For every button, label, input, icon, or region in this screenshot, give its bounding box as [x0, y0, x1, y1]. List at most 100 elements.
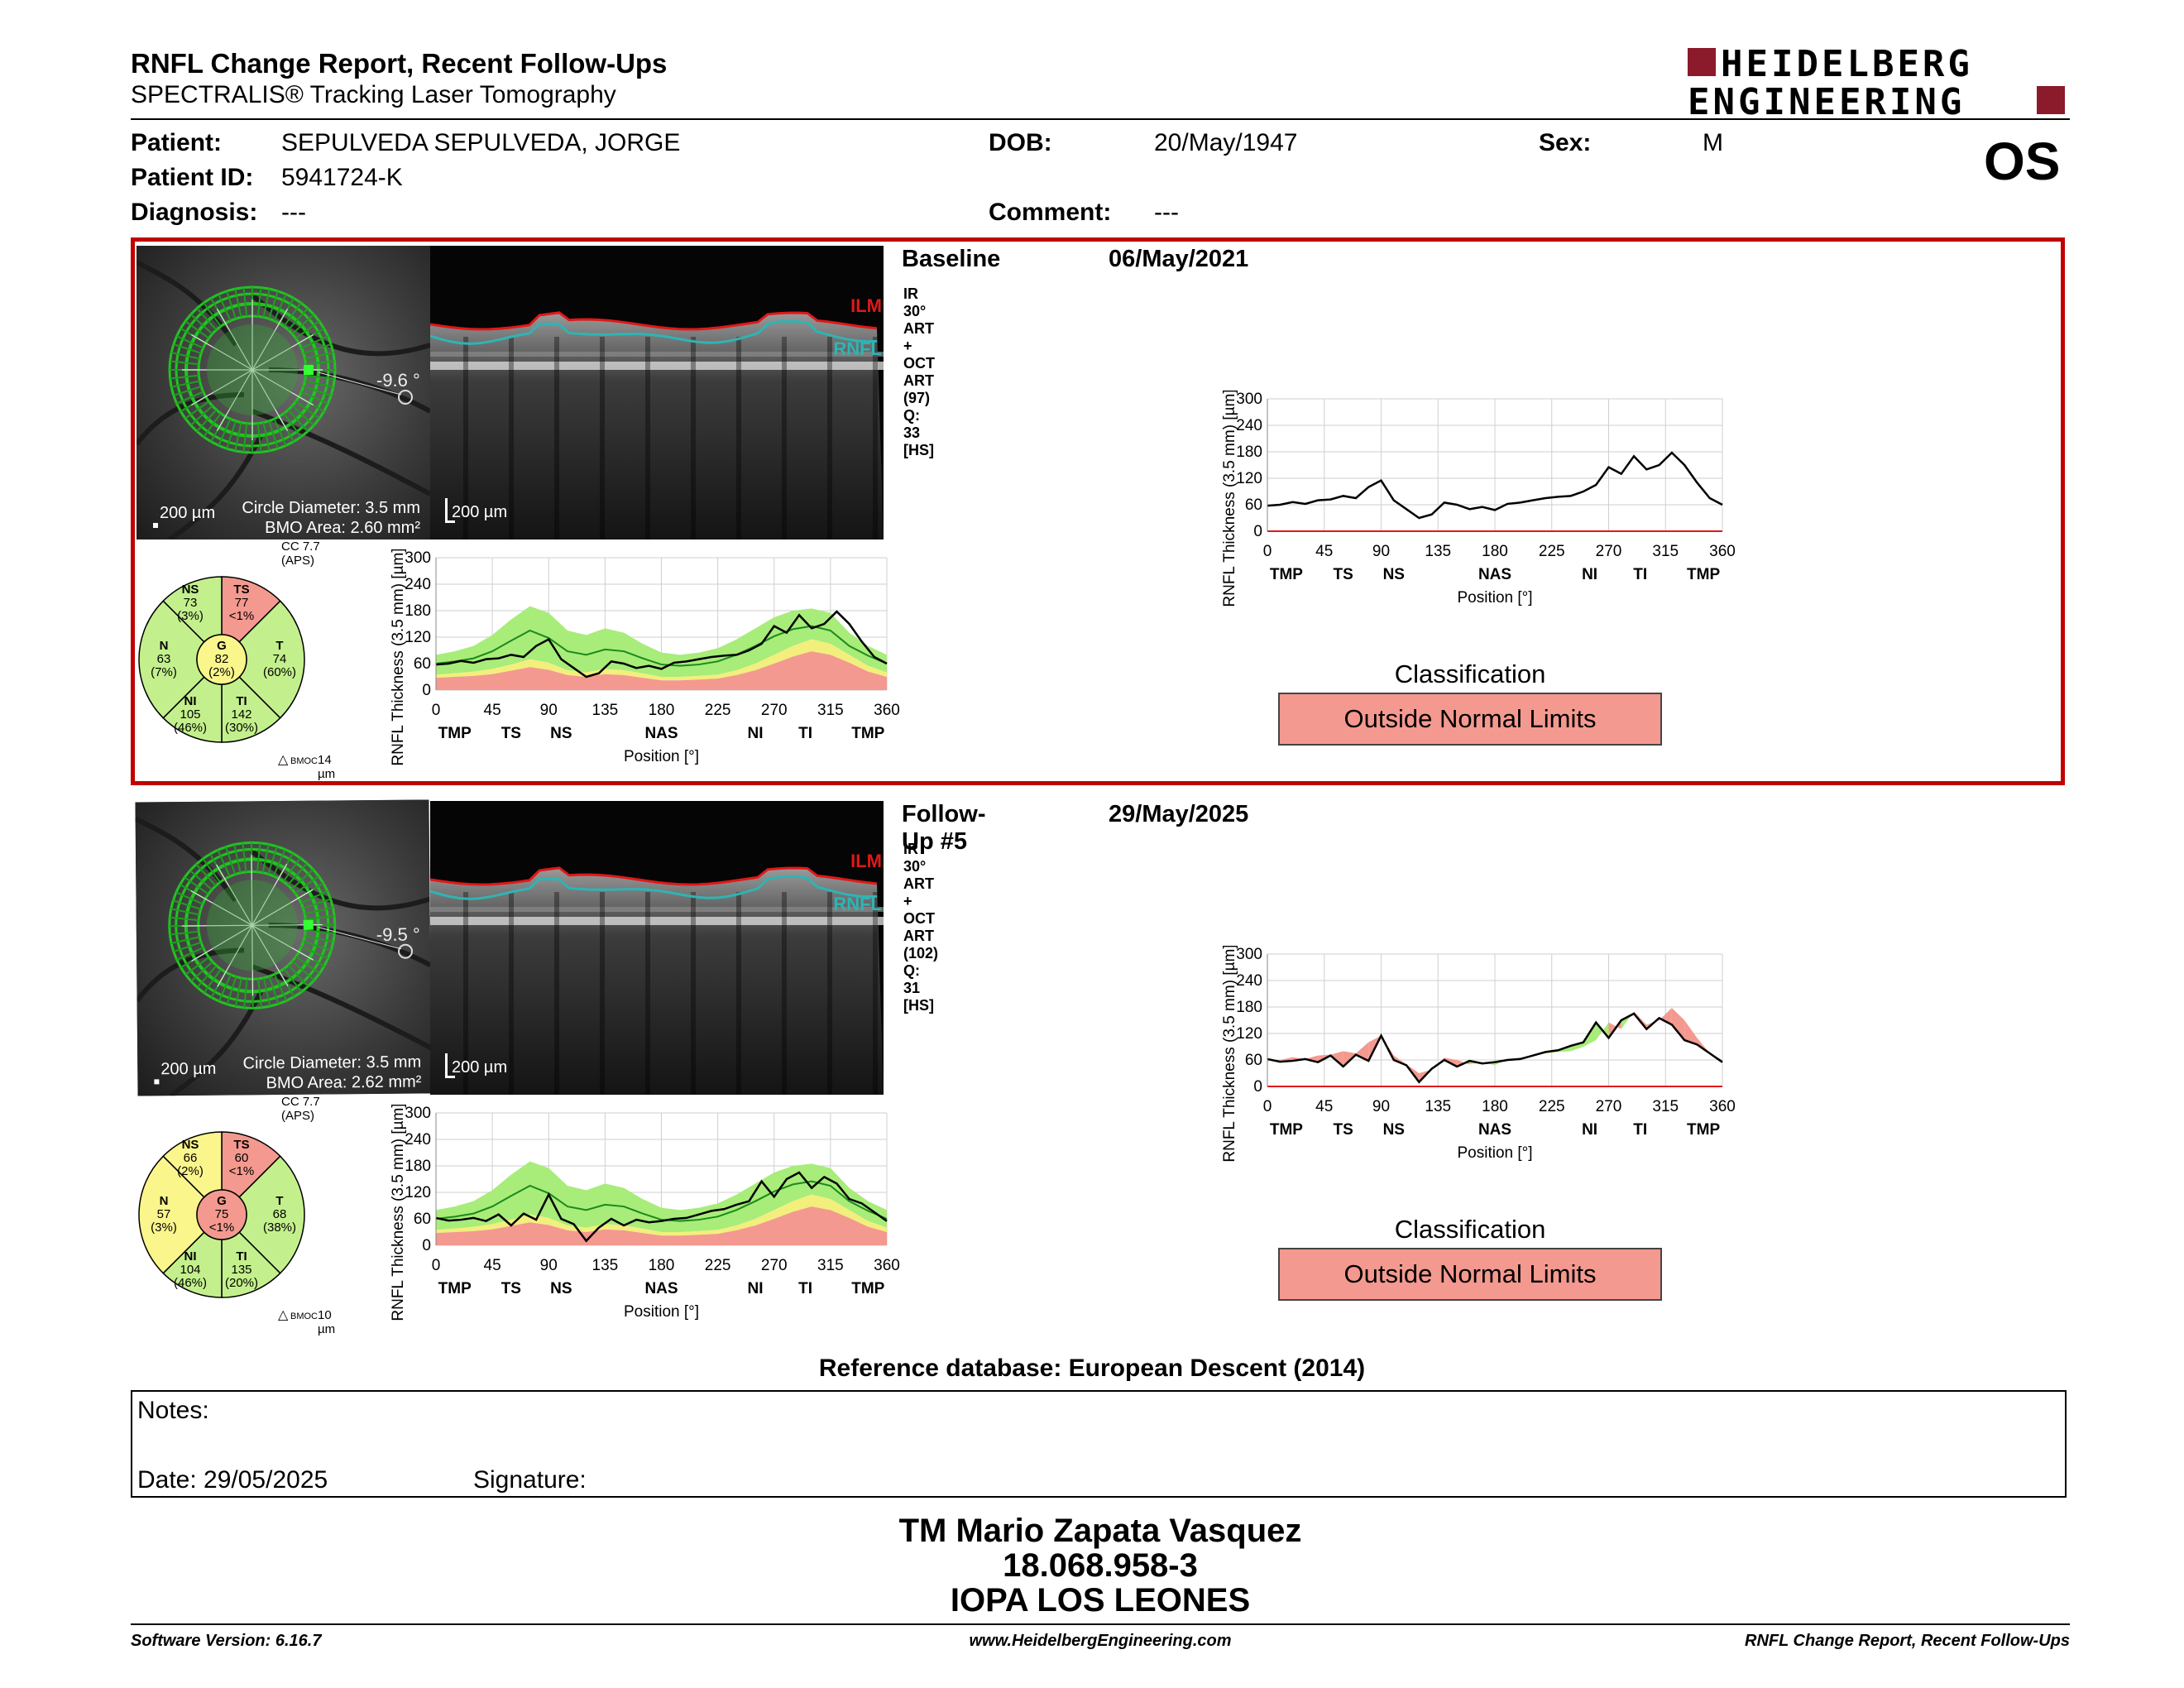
- exam-date: 29/May/2025: [1109, 801, 1249, 827]
- sector-pct-n: (7%): [151, 665, 177, 679]
- sector-value-ts: 60: [235, 1151, 249, 1165]
- region-label: TMP: [438, 725, 472, 742]
- radial-scan-line: [173, 386, 202, 396]
- x-tick-label: 315: [1652, 1098, 1679, 1115]
- radial-scan-line: [176, 947, 204, 961]
- x-tick-label: 270: [761, 702, 788, 719]
- radial-scan-line: [303, 343, 332, 354]
- x-tick-label: 180: [1482, 1098, 1508, 1115]
- radial-scan-line: [257, 978, 263, 1008]
- y-tick-label: 0: [1253, 1078, 1262, 1096]
- cc-label: CC 7.7 (APS): [281, 539, 320, 568]
- sector-line: [251, 369, 289, 431]
- radial-scan-line: [170, 380, 200, 388]
- onh-area: [207, 324, 298, 415]
- radial-scan-line: [176, 335, 204, 349]
- rnfl-label: RNFL: [833, 894, 882, 914]
- vessel-shadow: [600, 337, 605, 539]
- region-label: TMP: [1270, 566, 1303, 583]
- y-tick-label: 0: [422, 682, 431, 699]
- x-tick-label: 90: [540, 702, 558, 719]
- fovea-angle: -9.6 °: [376, 370, 420, 391]
- radial-scan-line: [184, 400, 210, 420]
- x-tick-label: 315: [817, 1257, 844, 1274]
- x-axis-title: Position [°]: [624, 1303, 699, 1321]
- sector-value-g: 75: [215, 1207, 229, 1221]
- radial-scan-line: [283, 302, 302, 328]
- radial-scan-line: [170, 916, 199, 922]
- sector-pct-ts: <1%: [229, 1164, 254, 1178]
- sector-value-ts: 77: [235, 596, 249, 610]
- radial-scan-line: [234, 422, 242, 452]
- sector-value-ti: 135: [231, 1263, 251, 1277]
- x-tick-label: 0: [432, 702, 441, 719]
- radial-scan-line: [170, 360, 199, 366]
- heidelberg-logo: HEIDELBERG ENGINEERING: [1688, 43, 2068, 123]
- fundus-image: -9.6 ° 200 µm Circle Diameter: 3.5 mm BMO A…: [136, 246, 430, 539]
- tsnit-normative-chart-container: 0 60 120 180 240 300 0 45 90 135 180 225 270 315 360 TM…: [386, 548, 936, 773]
- radial-scan-line: [226, 976, 237, 1005]
- retinal-vessel: [251, 964, 432, 1051]
- region-label: TMP: [1687, 1121, 1720, 1139]
- sector-line: [251, 925, 254, 996]
- tsnit-normative-chart: 0 60 120 180 240 300 0 45 90 135 180 225 270 315 360 TM…: [390, 1103, 900, 1321]
- x-tick-label: 90: [1372, 1098, 1390, 1115]
- sector-line: [216, 369, 253, 431]
- website-link[interactable]: www.HeidelbergEngineering.com: [969, 1632, 1232, 1650]
- vessel-shadow: [554, 892, 559, 1095]
- y-tick-label: 300: [1236, 391, 1262, 408]
- vessel-shadow: [873, 337, 878, 539]
- sector-pct-g: (2%): [208, 665, 235, 679]
- radial-scan-line: [234, 977, 242, 1007]
- rpe-layer: [430, 917, 884, 925]
- sector-wheel-container: NS 73 (3%) TS 77 <1% N 63 (7%) G 82 (2%) T 74 (60%) NI 1…: [131, 539, 350, 781]
- radial-scan-line: [234, 288, 242, 318]
- x-tick-label: 360: [1709, 543, 1736, 560]
- tsnit-change-chart: 0 60 120 180 240 300 0 45 90 135 180 225 270 315 360 TM…: [1221, 944, 1736, 1162]
- rpe-layer: [430, 362, 884, 370]
- thickness-line: [435, 610, 888, 679]
- sector-name-ns: NS: [182, 1138, 199, 1152]
- ilm-boundary-line: [430, 866, 878, 886]
- x-tick-label: 225: [705, 1257, 731, 1274]
- sector-line: [191, 369, 253, 406]
- ellipsoid-layer: [430, 352, 884, 357]
- patient-label: Patient:: [131, 129, 223, 156]
- radial-scan-line: [305, 929, 335, 934]
- x-tick-label: 180: [649, 702, 675, 719]
- vessel-shadow: [645, 337, 650, 539]
- fundus-svg: [136, 246, 430, 539]
- vessel-shadow: [509, 892, 514, 1095]
- radial-scan-line: [170, 930, 199, 936]
- vessel-shadow: [554, 337, 559, 539]
- delta-bmoc-icon: △: [278, 1308, 289, 1322]
- radial-scan-line: [190, 405, 213, 426]
- comment-value: ---: [1154, 199, 1179, 226]
- sector-value-t: 68: [273, 1207, 287, 1221]
- x-axis-title: Position [°]: [624, 748, 699, 765]
- oct-scale-bar: [445, 1053, 448, 1078]
- radial-scan-line: [256, 423, 262, 453]
- y-tick-label: 180: [405, 1158, 431, 1175]
- oct-svg: ILM RNFL 200 µm: [430, 851, 884, 1095]
- normal-band: [436, 1161, 887, 1232]
- radial-scan-line: [261, 844, 270, 873]
- x-axis-title: Position [°]: [1457, 1144, 1532, 1162]
- x-tick-label: 225: [705, 702, 731, 719]
- radial-scan-line: [283, 412, 302, 438]
- radial-scan-line: [291, 405, 314, 426]
- x-tick-label: 360: [874, 702, 900, 719]
- radial-scan-line: [295, 956, 320, 975]
- y-tick-label: 240: [405, 1131, 431, 1149]
- radial-scan-line: [300, 946, 328, 960]
- radial-scan-line: [268, 290, 279, 319]
- sector-line: [251, 369, 314, 406]
- sector-name-n: N: [160, 1194, 169, 1208]
- x-tick-label: 0: [432, 1257, 441, 1274]
- sector-name-ni: NI: [184, 694, 197, 708]
- diagnosis-label: Diagnosis:: [131, 199, 258, 226]
- region-label: NI: [748, 1280, 764, 1297]
- radial-scan-line: [256, 287, 262, 317]
- notes-box[interactable]: Notes: Date: 29/05/2025 Signature:: [131, 1390, 2067, 1498]
- sector-pct-t: (38%): [263, 1220, 296, 1235]
